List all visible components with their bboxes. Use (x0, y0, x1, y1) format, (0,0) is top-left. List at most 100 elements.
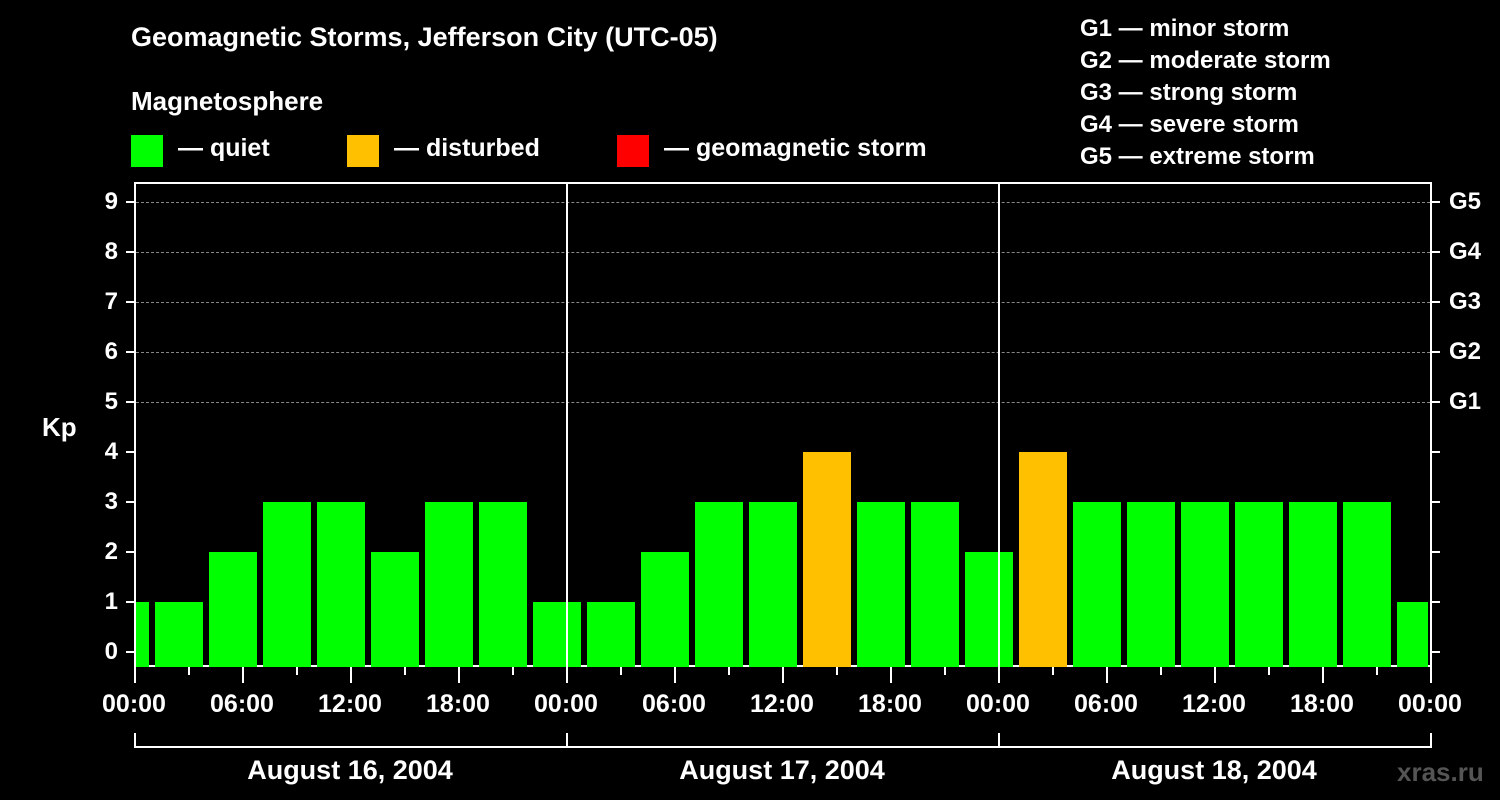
x-tick-label: 12:00 (750, 690, 814, 718)
y-tick-label: 7 (104, 288, 118, 315)
kp-bar (695, 502, 743, 667)
x-tick (1052, 667, 1054, 675)
legend-swatch-disturbed (347, 135, 379, 167)
legend-swatch-storm (617, 135, 649, 167)
y-axis-label: Kp (42, 412, 77, 442)
date-label: August 17, 2004 (679, 755, 885, 785)
kp-bar (965, 552, 1013, 667)
y-tick-right (1432, 651, 1440, 653)
x-tick-label: 18:00 (1290, 690, 1354, 718)
kp-bar (1127, 502, 1175, 667)
kp-bar (371, 552, 419, 667)
y-tick-right (1432, 351, 1440, 353)
y-tick-right (1432, 501, 1440, 503)
grid-line (136, 202, 1430, 203)
kp-bar (533, 602, 581, 667)
y-tick-label: 4 (104, 438, 118, 465)
x-tick-label: 06:00 (642, 690, 706, 718)
x-tick-label: 06:00 (210, 690, 274, 718)
legend-label-quiet: — quiet (178, 134, 270, 162)
x-tick-label: 00:00 (534, 690, 598, 718)
x-tick-label: 00:00 (966, 690, 1030, 718)
y-tick-right (1432, 401, 1440, 403)
y-tick (126, 601, 134, 603)
x-tick (1214, 667, 1216, 683)
y-tick (126, 551, 134, 553)
kp-bar (136, 602, 149, 667)
date-bracket-tick (566, 733, 568, 747)
y-tick (126, 651, 134, 653)
y-tick-label: 2 (104, 538, 118, 565)
date-bracket-tick (1430, 733, 1432, 747)
g-scale-item: G5 — extreme storm (1080, 143, 1315, 170)
kp-bar (263, 502, 311, 667)
kp-bar (803, 452, 851, 667)
y-tick-right (1432, 551, 1440, 553)
x-tick-label: 12:00 (318, 690, 382, 718)
kp-bar (1181, 502, 1229, 667)
kp-bar (1019, 452, 1067, 667)
x-tick (134, 667, 136, 683)
date-bracket-line (134, 746, 1432, 748)
g-tick-label: G4 (1449, 238, 1482, 265)
y-tick (126, 251, 134, 253)
x-tick (566, 667, 568, 683)
y-tick (126, 401, 134, 403)
y-tick (126, 301, 134, 303)
y-tick (126, 351, 134, 353)
y-tick-right (1432, 201, 1440, 203)
kp-bar (1073, 502, 1121, 667)
g-scale-item: G3 — strong storm (1080, 79, 1298, 106)
x-tick (1430, 667, 1432, 683)
x-tick (728, 667, 730, 675)
chart-subtitle: Magnetosphere (131, 86, 324, 116)
x-tick (242, 667, 244, 683)
kp-bar (479, 502, 527, 667)
kp-bar (911, 502, 959, 667)
x-tick (998, 667, 1000, 683)
x-tick (1376, 667, 1378, 675)
x-tick (890, 667, 892, 683)
y-tick-right (1432, 251, 1440, 253)
y-tick-label: 8 (104, 238, 118, 265)
g-scale-item: G1 — minor storm (1080, 15, 1290, 42)
legend-label-disturbed: — disturbed (394, 134, 540, 162)
x-tick-label: 12:00 (1182, 690, 1246, 718)
date-label: August 18, 2004 (1111, 755, 1317, 785)
x-tick (1322, 667, 1324, 683)
date-label: August 16, 2004 (247, 755, 453, 785)
day-separator (566, 182, 568, 667)
y-tick-label: 5 (104, 388, 118, 415)
x-tick-label: 18:00 (426, 690, 490, 718)
g-scale-item: G4 — severe storm (1080, 111, 1299, 138)
x-tick-label: 00:00 (102, 690, 166, 718)
y-tick-label: 3 (104, 488, 118, 515)
x-tick (1268, 667, 1270, 675)
x-tick (404, 667, 406, 675)
watermark: xras.ru (1397, 757, 1484, 787)
y-tick (126, 451, 134, 453)
y-tick-label: 1 (104, 588, 118, 615)
x-tick (1106, 667, 1108, 683)
x-tick (350, 667, 352, 683)
day-separator (998, 182, 1000, 667)
x-tick (944, 667, 946, 675)
x-tick-label: 18:00 (858, 690, 922, 718)
y-tick-label: 6 (104, 338, 118, 365)
y-tick-right (1432, 301, 1440, 303)
legend-swatch-quiet (131, 135, 163, 167)
grid-line (136, 402, 1430, 403)
x-tick (674, 667, 676, 683)
y-tick (126, 201, 134, 203)
kp-bar (155, 602, 203, 667)
kp-bar (1397, 602, 1428, 667)
x-tick (296, 667, 298, 675)
kp-bar (1289, 502, 1337, 667)
kp-bar (749, 502, 797, 667)
grid-line (136, 252, 1430, 253)
y-tick-right (1432, 601, 1440, 603)
kp-bar (317, 502, 365, 667)
x-tick (620, 667, 622, 675)
g-tick-label: G3 (1449, 288, 1482, 315)
grid-line (136, 352, 1430, 353)
